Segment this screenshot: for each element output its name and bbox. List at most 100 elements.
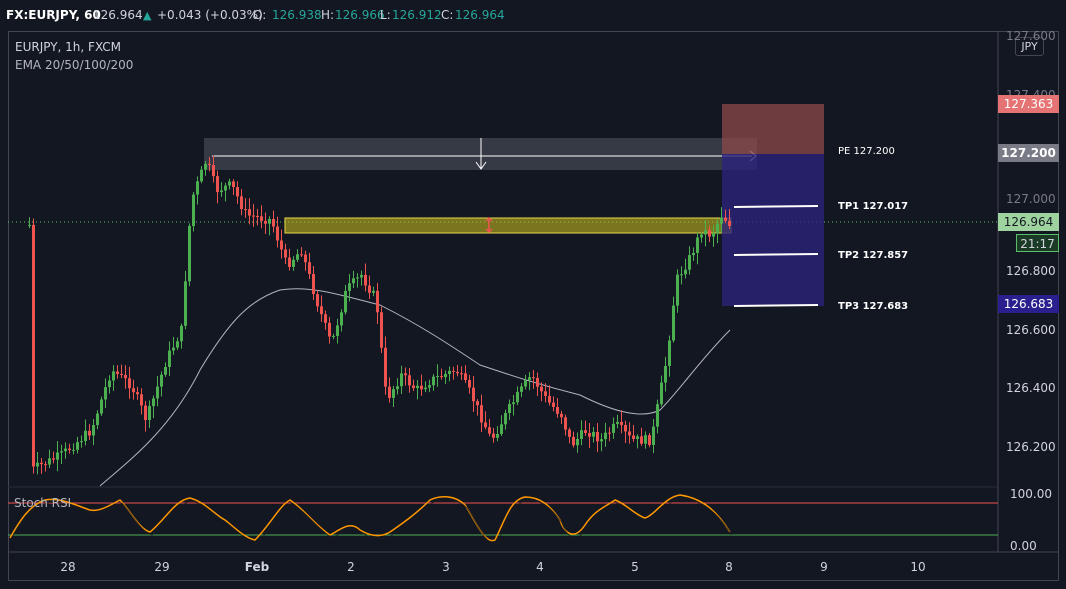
candle-body — [284, 249, 287, 258]
candle-body — [464, 373, 467, 381]
candle-body — [108, 380, 111, 388]
candle-body — [416, 385, 419, 389]
candle-body — [424, 387, 427, 390]
candle-body — [196, 181, 199, 195]
candle-body — [68, 448, 71, 451]
candle-body — [232, 181, 235, 188]
price-axis-label: 127.000 — [1006, 192, 1056, 206]
candle-body — [88, 430, 91, 436]
ema-legend[interactable]: EMA 20/50/100/200 — [15, 58, 134, 72]
candle-body — [640, 436, 643, 444]
candle-body — [628, 431, 631, 436]
candle-body — [580, 430, 583, 439]
candle-body — [716, 223, 719, 234]
take-profit-box — [722, 154, 824, 306]
high-value: 126.966 — [335, 8, 385, 22]
candle-body — [28, 224, 31, 226]
symbol-info-bar: FX:EURJPY, 60 126.964 ▲ +0.043 (+0.03%) … — [0, 0, 1066, 31]
candle-body — [240, 196, 243, 210]
candle-body — [72, 449, 75, 451]
candle-body — [356, 277, 359, 279]
candle-body — [560, 413, 563, 418]
candle-body — [724, 217, 727, 221]
currency-button[interactable]: JPY — [1015, 37, 1044, 56]
candle-body — [600, 439, 603, 442]
time-axis-label: 9 — [820, 560, 828, 574]
candle-body — [432, 376, 435, 386]
candle-body — [552, 402, 555, 407]
current-price-tag: 126.964 — [998, 213, 1059, 231]
close-value: 126.964 — [455, 8, 505, 22]
candle-body — [352, 278, 355, 284]
candle-body — [668, 340, 671, 366]
candle-body — [468, 380, 471, 388]
candle-body — [472, 387, 475, 402]
pe-label: PE 127.200 — [838, 146, 895, 157]
last-price: 126.964 — [93, 8, 143, 22]
candle-body — [140, 394, 143, 406]
candle-body — [412, 385, 415, 389]
series-legend[interactable]: EURJPY, 1h, FXCM — [15, 40, 122, 54]
candle-body — [180, 325, 183, 342]
candle-body — [624, 425, 627, 432]
candle-body — [332, 335, 335, 337]
candle-body — [52, 458, 55, 460]
time-axis-label: 3 — [442, 560, 450, 574]
candle-body — [408, 375, 411, 386]
open-label: O: — [253, 8, 267, 22]
candle-body — [212, 165, 215, 177]
candle-body — [328, 322, 331, 337]
candle-body — [308, 262, 311, 274]
candle-body — [536, 377, 539, 387]
candle-body — [300, 254, 303, 256]
low-value: 126.912 — [392, 8, 442, 22]
candle-body — [124, 374, 127, 379]
candle-body — [248, 209, 251, 216]
candle-body — [676, 274, 679, 306]
candle-body — [656, 404, 659, 427]
price-axis-label: 126.800 — [1006, 264, 1056, 278]
candle-body — [364, 274, 367, 286]
candle-body — [484, 422, 487, 428]
candle-body — [616, 421, 619, 424]
time-axis-label: Feb — [244, 560, 270, 574]
candle-body — [220, 190, 223, 193]
stoch-legend[interactable]: Stoch RSI — [14, 496, 72, 510]
triangle-up-icon: ▲ — [143, 9, 152, 22]
candle-body — [504, 412, 507, 425]
candle-body — [452, 370, 455, 372]
stoch-axis-label: 0.00 — [1010, 539, 1037, 553]
candle-body — [456, 371, 459, 374]
candle-body — [440, 376, 443, 378]
candle-body — [604, 432, 607, 440]
candle-body — [652, 426, 655, 445]
stoch-k-line — [9, 497, 733, 545]
candle-body — [296, 254, 299, 260]
candle-body — [304, 254, 307, 263]
candle-body — [56, 452, 59, 460]
candle-body — [368, 285, 371, 293]
symbol-name[interactable]: FX:EURJPY, 60 — [6, 8, 101, 22]
candle-body — [100, 399, 103, 414]
candle-body — [428, 385, 431, 388]
candle-body — [184, 281, 187, 326]
candle-body — [156, 386, 159, 399]
candle-body — [564, 417, 567, 430]
candle-body — [360, 274, 363, 278]
candle-body — [48, 458, 51, 465]
candle-body — [584, 430, 587, 434]
time-axis-label: 28 — [60, 560, 76, 574]
candle-body — [636, 436, 639, 439]
candle-body — [500, 424, 503, 434]
time-axis-label: 8 — [725, 560, 733, 574]
candle-body — [512, 402, 515, 405]
price-axis-label: 127.600 — [1006, 29, 1056, 43]
ema-line — [99, 288, 731, 487]
candle-body — [400, 373, 403, 387]
price-axis-label: 126.600 — [1006, 323, 1056, 337]
stoch-d-line — [9, 494, 731, 542]
candle-body — [128, 378, 131, 389]
candle-body — [708, 230, 711, 237]
candle-body — [544, 391, 547, 396]
